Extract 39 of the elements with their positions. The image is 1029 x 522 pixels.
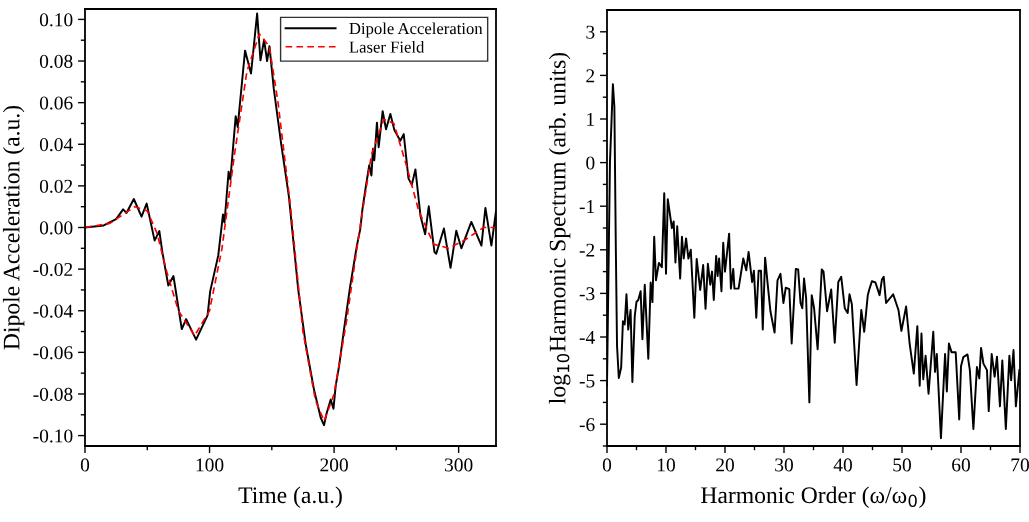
y-tick-label: -4 — [579, 330, 595, 344]
y-tick-label: 0.06 — [39, 96, 73, 110]
y-tick-label: 0 — [586, 156, 595, 170]
x-tick-label: 20 — [716, 458, 734, 472]
y-tick-label: -2 — [579, 243, 595, 257]
x-tick-label: 40 — [833, 458, 852, 472]
y-tick-label: -0.08 — [33, 387, 73, 401]
x-tick-label: 200 — [320, 458, 348, 472]
x-tick-label: 30 — [775, 458, 793, 472]
y-tick-label: -5 — [579, 374, 595, 388]
y-tick-label: 0.00 — [39, 221, 73, 235]
x-axis-title: Harmonic Order (ω/ω$_{0}$) — [701, 486, 926, 508]
y-tick-label: -0.06 — [33, 346, 73, 360]
y-axis-title: Dipole Acceleration (a.u.) — [2, 105, 25, 350]
x-axis-title: Time (a.u.) — [238, 486, 342, 508]
x-tick-label: 60 — [952, 458, 970, 472]
legend-label: Dipole Acceleration — [349, 22, 483, 38]
y-tick-label: -1 — [579, 200, 595, 213]
x-tick-label: 0 — [602, 458, 612, 472]
x-tick-label: 100 — [196, 458, 224, 472]
x-tick-label: 50 — [893, 458, 911, 472]
y-tick-label: -3 — [579, 287, 595, 301]
y-tick-label: 3 — [586, 25, 595, 39]
y-tick-label: 1 — [587, 112, 595, 126]
y-tick-label: 2 — [586, 69, 595, 83]
y-tick-label: -0.02 — [33, 262, 73, 277]
x-tick-label: 70 — [1011, 458, 1029, 472]
x-tick-label: 0 — [80, 458, 90, 472]
x-tick-label: 300 — [444, 458, 473, 472]
x-tick-label: 10 — [657, 458, 675, 472]
y-tick-label: -0.10 — [33, 429, 73, 443]
y-tick-label: 0.04 — [39, 138, 73, 152]
legend-label: Laser Field — [349, 40, 425, 53]
y-tick-label: 0.10 — [39, 13, 73, 27]
y-tick-label: -6 — [579, 418, 595, 432]
y-tick-label: 0.08 — [39, 54, 73, 69]
y-tick-label: 0.02 — [39, 179, 73, 193]
y-tick-label: -0.04 — [33, 304, 73, 318]
y-axis-title: log$_{10}$Harmonic Spectrum (arb. units) — [548, 52, 571, 404]
